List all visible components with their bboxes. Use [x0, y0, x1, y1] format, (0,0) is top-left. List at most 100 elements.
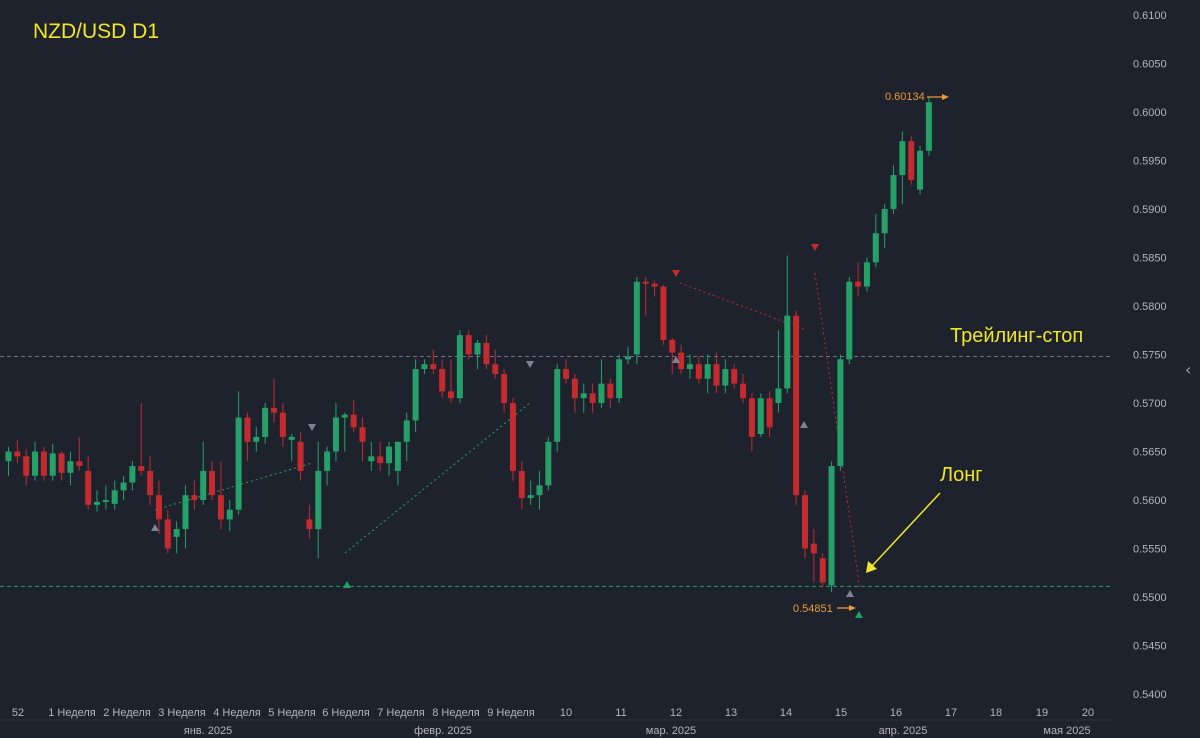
y-tick-label: 0.5950: [1133, 156, 1167, 168]
candle-body: [244, 417, 251, 442]
candle-body: [67, 461, 74, 473]
candle-body: [518, 470, 525, 499]
candle-body: [448, 391, 454, 399]
candle-body: [757, 398, 764, 435]
candle-body: [421, 364, 428, 370]
candle-body: [589, 393, 596, 403]
x-tick-labels: 52 1 Неделя 2 Неделя 3 Неделя 4 Неделя 5 Неде…: [12, 707, 1094, 737]
candle-body: [129, 466, 136, 483]
candle-body: [872, 233, 879, 263]
horizontal-lines: [0, 355, 1112, 587]
candle-body: [350, 414, 357, 428]
annotation-arrows: [837, 94, 949, 611]
candle-body: [908, 141, 915, 180]
x-month-label: февр. 2025: [414, 725, 472, 737]
candle-body: [40, 451, 47, 476]
signal-marker: [811, 244, 819, 251]
candle-body: [660, 286, 667, 340]
candle-body: [846, 281, 853, 360]
candle-body: [527, 495, 534, 499]
x-month-label: апр. 2025: [879, 725, 928, 737]
candle-body: [669, 339, 676, 353]
signal-marker: [846, 590, 854, 597]
signal-marker: [672, 356, 680, 363]
candle-body: [616, 359, 623, 399]
y-tick-label: 0.5700: [1133, 398, 1167, 410]
y-tick-label: 0.5400: [1133, 689, 1167, 701]
signal-marker: [308, 424, 316, 431]
candle-body: [598, 383, 605, 403]
candle-body: [784, 315, 791, 389]
y-tick-label: 0.6100: [1133, 10, 1167, 22]
long-arrowhead: [866, 561, 877, 573]
high-tag-arrowhead: [942, 94, 949, 100]
candle-body: [509, 403, 516, 471]
x-week-label: 19: [1036, 707, 1048, 719]
x-week-label: 12: [670, 707, 682, 719]
candle-body: [271, 407, 277, 413]
signal-marker: [343, 581, 351, 588]
candle-body: [359, 427, 366, 442]
candle-body: [253, 436, 260, 442]
candles: [5, 97, 932, 593]
candle-body: [678, 352, 685, 370]
y-tick-label: 0.5800: [1133, 301, 1167, 313]
signal-marker: [672, 270, 680, 277]
y-tick-label: 0.6000: [1133, 107, 1167, 119]
x-week-label: 5 Неделя: [268, 707, 316, 719]
x-week-label: 20: [1082, 707, 1094, 719]
candle-body: [483, 342, 490, 365]
candle-body: [200, 470, 207, 500]
candle-body: [76, 461, 83, 467]
candle-body: [810, 543, 817, 554]
candle-body: [262, 407, 269, 437]
candle-body: [704, 364, 711, 379]
candle-body: [23, 456, 30, 476]
x-week-label: 18: [990, 707, 1002, 719]
candle-body: [925, 102, 932, 151]
candle-body: [828, 466, 835, 586]
x-month-label: мая 2025: [1043, 725, 1090, 737]
candle-body: [731, 369, 738, 384]
candle-body: [456, 335, 463, 399]
candle-body: [235, 417, 242, 510]
candle-body: [297, 441, 304, 471]
candle-body: [217, 495, 224, 520]
candle-body: [173, 529, 180, 537]
signal-marker: [526, 361, 534, 368]
x-week-label: 1 Неделя: [48, 707, 96, 719]
candle-body: [412, 369, 419, 421]
chart-title: NZD/USD D1: [33, 20, 160, 43]
x-week-label: 14: [780, 707, 792, 719]
signal-marker: [151, 524, 159, 531]
candle-body: [863, 262, 870, 287]
candle-body: [138, 466, 145, 471]
candle-body: [394, 441, 401, 471]
candle-body: [740, 383, 747, 399]
long-label: Лонг: [940, 464, 983, 486]
candle-body: [899, 141, 906, 176]
candle-body: [306, 519, 313, 530]
x-week-label: 13: [725, 707, 737, 719]
x-week-label: 4 Неделя: [213, 707, 261, 719]
price-axis[interactable]: [1112, 0, 1200, 738]
x-week-label: 8 Неделя: [432, 707, 480, 719]
signal-markers: [151, 244, 863, 618]
candle-body: [571, 378, 578, 399]
candle-body: [403, 420, 410, 442]
candle-body: [536, 485, 543, 496]
candle-body: [917, 150, 924, 190]
signal-marker: [800, 421, 808, 428]
x-week-label: 15: [835, 707, 847, 719]
candle-body: [713, 364, 720, 386]
candle-body: [209, 470, 216, 496]
candle-body: [837, 359, 844, 467]
candle-body: [226, 509, 233, 520]
chevron-left-icon[interactable]: ‹: [1185, 360, 1192, 379]
high-price-tag: 0.60134: [885, 91, 925, 103]
candle-body: [766, 398, 773, 428]
candle-body: [819, 558, 826, 583]
signal-trend-line: [154, 462, 313, 511]
candle-body: [341, 414, 348, 418]
